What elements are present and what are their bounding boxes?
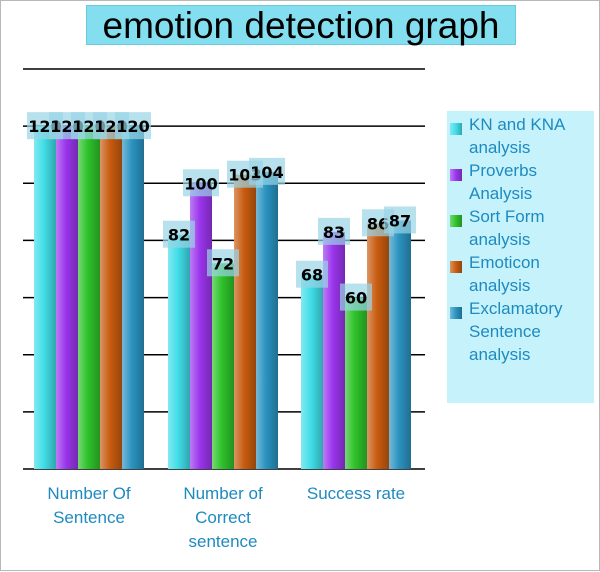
bar xyxy=(190,183,212,470)
data-label-box xyxy=(163,220,195,248)
data-label-box xyxy=(249,157,285,185)
data-label: 86 xyxy=(367,214,389,233)
data-label-box xyxy=(207,249,239,277)
bar xyxy=(212,263,234,469)
bar xyxy=(56,126,78,470)
bar xyxy=(323,231,345,469)
bar xyxy=(34,126,56,470)
data-label: 60 xyxy=(345,289,367,308)
data-label: 68 xyxy=(301,266,323,285)
data-label: 87 xyxy=(389,211,411,230)
legend-swatch xyxy=(450,307,462,319)
data-label: 72 xyxy=(212,254,234,273)
data-label-box xyxy=(384,206,416,234)
category-label: Number Of xyxy=(47,484,130,503)
data-label-box xyxy=(296,260,328,288)
category-label: Correct xyxy=(195,508,251,527)
category-label: Number of xyxy=(183,484,263,503)
bar xyxy=(256,171,278,469)
legend-label: Proverbs Analysis xyxy=(469,161,538,203)
bar xyxy=(122,126,144,470)
data-label-box xyxy=(318,217,350,245)
bar xyxy=(78,126,100,470)
data-label: 82 xyxy=(168,226,190,245)
legend-label: KN and KNA analysis xyxy=(469,115,566,157)
legend-label: Sort Form analysis xyxy=(469,207,545,249)
data-label-box xyxy=(340,283,372,311)
bar xyxy=(100,126,122,470)
legend-swatch xyxy=(450,123,462,135)
data-label-box xyxy=(183,169,219,197)
legend-swatch xyxy=(450,169,462,181)
bar xyxy=(168,234,190,469)
chart-legend: KN and KNA analysis Proverbs Analysis Sort F… xyxy=(447,111,594,403)
bar xyxy=(345,297,367,469)
category-label: sentence xyxy=(189,532,258,551)
data-label: 104 xyxy=(250,163,283,182)
category-label: Sentence xyxy=(53,508,125,527)
bar xyxy=(389,220,411,469)
legend-swatch xyxy=(450,261,462,273)
chart-title: emotion detection graph xyxy=(86,5,516,45)
data-label: 100 xyxy=(184,174,217,193)
data-label: 120 xyxy=(116,117,149,136)
legend-swatch xyxy=(450,215,462,227)
bar xyxy=(301,274,323,469)
data-label: 83 xyxy=(323,223,345,242)
legend-label: Exclamatory Sentence analysis xyxy=(469,299,563,364)
data-label-box xyxy=(115,112,151,140)
legend-label: Emoticon analysis xyxy=(469,253,540,295)
bar xyxy=(367,223,389,469)
category-label: Success rate xyxy=(307,484,405,503)
bar xyxy=(234,174,256,469)
